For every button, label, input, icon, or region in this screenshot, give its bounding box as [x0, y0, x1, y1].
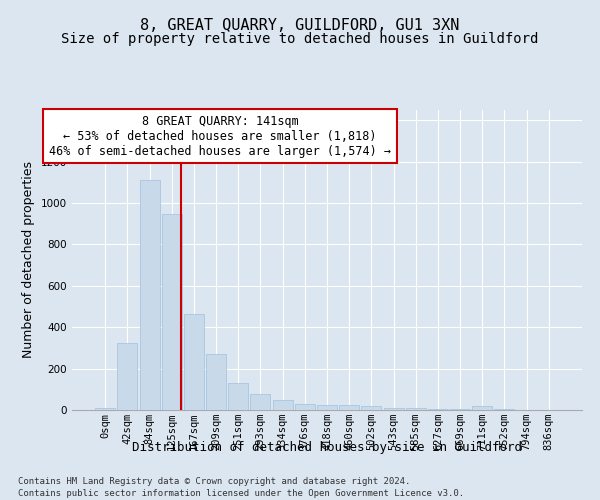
Bar — [361, 406, 382, 410]
Bar — [140, 180, 160, 410]
Bar — [228, 383, 248, 410]
Bar — [95, 408, 115, 410]
Bar — [206, 354, 226, 410]
Bar — [184, 314, 204, 410]
Text: Contains public sector information licensed under the Open Government Licence v3: Contains public sector information licen… — [18, 489, 464, 498]
Text: Distribution of detached houses by size in Guildford: Distribution of detached houses by size … — [132, 441, 522, 454]
Bar — [295, 404, 315, 410]
Bar — [250, 394, 271, 410]
Bar — [339, 406, 359, 410]
Bar — [472, 406, 492, 410]
Text: Size of property relative to detached houses in Guildford: Size of property relative to detached ho… — [61, 32, 539, 46]
Bar — [383, 408, 404, 410]
Text: Contains HM Land Registry data © Crown copyright and database right 2024.: Contains HM Land Registry data © Crown c… — [18, 478, 410, 486]
Bar — [118, 343, 137, 410]
Bar — [162, 214, 182, 410]
Text: 8, GREAT QUARRY, GUILDFORD, GU1 3XN: 8, GREAT QUARRY, GUILDFORD, GU1 3XN — [140, 18, 460, 32]
Bar — [272, 400, 293, 410]
Text: 8 GREAT QUARRY: 141sqm
← 53% of detached houses are smaller (1,818)
46% of semi-: 8 GREAT QUARRY: 141sqm ← 53% of detached… — [49, 114, 391, 158]
Bar — [428, 409, 448, 410]
Y-axis label: Number of detached properties: Number of detached properties — [22, 162, 35, 358]
Bar — [317, 406, 337, 410]
Bar — [406, 408, 426, 410]
